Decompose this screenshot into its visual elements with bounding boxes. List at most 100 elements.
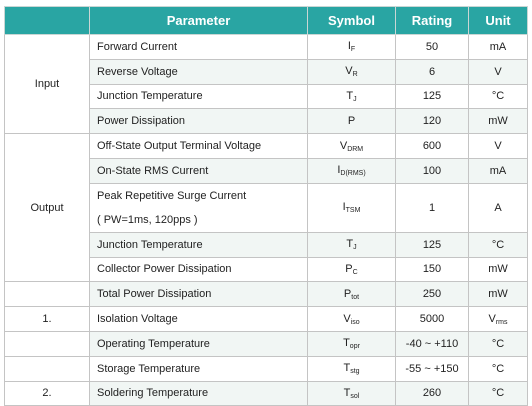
rating-cell: -55 ~ +150: [395, 355, 469, 382]
unit-cell: °C: [468, 330, 528, 357]
rating-cell: 6: [395, 58, 469, 85]
parameter-text: On-State RMS Current: [97, 164, 209, 177]
header-cell: Unit: [468, 6, 528, 35]
group-cell: [4, 281, 90, 308]
symbol-main: °C: [491, 387, 505, 400]
symbol-sub: tot: [351, 293, 360, 301]
parameter-text: Peak Repetitive Surge Current: [97, 189, 247, 202]
parameter-cell: Isolation Voltage: [89, 306, 308, 332]
table-row: 1. Isolation Voltage Viso 5000 Vrms: [4, 306, 528, 332]
parameter-text: Forward Current: [97, 40, 178, 53]
symbol-cell: ITSM: [307, 182, 396, 233]
parameter-text: ( PW=1ms, 120pps ): [97, 213, 198, 226]
symbol-main: mW: [488, 263, 508, 276]
symbol-main: mA: [489, 164, 507, 177]
unit-cell: mA: [468, 157, 528, 184]
rating-cell: 260: [395, 380, 469, 406]
rating-cell: 100: [395, 157, 469, 184]
symbol-main: °C: [491, 337, 505, 350]
symbol-cell: VR: [307, 58, 396, 85]
rating-cell: 250: [395, 281, 469, 308]
group-cell: 2.: [4, 380, 90, 406]
symbol-sub: F: [350, 46, 356, 54]
table-row: Reverse Voltage VR 6 V: [5, 58, 528, 85]
symbol-cell: Tsol: [307, 380, 396, 406]
group-cell: Input: [4, 33, 90, 135]
symbol-main: V: [343, 312, 351, 325]
parameter-cell: Power Dissipation: [89, 108, 308, 135]
symbol-cell: TJ: [307, 83, 396, 110]
symbol-sub: iso: [350, 318, 360, 326]
parameter-cell: On-State RMS Current: [89, 157, 308, 184]
parameter-cell: Collector Power Dissipation: [89, 256, 308, 283]
parameter-text: Power Dissipation: [97, 115, 186, 128]
symbol-main: mW: [488, 115, 508, 128]
parameter-cell: Reverse Voltage: [89, 58, 308, 85]
unit-cell: °C: [468, 355, 528, 382]
parameter-text: Soldering Temperature: [97, 387, 209, 400]
unit-cell: Vrms: [468, 306, 528, 332]
symbol-main: T: [343, 386, 351, 399]
rating-cell: 600: [395, 133, 469, 159]
table-row: Operating Temperature Topr -40 ~ +110 °C: [4, 330, 528, 357]
unit-cell: °C: [468, 83, 528, 110]
rating-cell: 125: [395, 83, 469, 110]
parameter-cell: Soldering Temperature: [89, 380, 308, 406]
group-cell: Output: [4, 133, 90, 283]
rating-cell: 150: [395, 256, 469, 283]
parameter-cell: Total Power Dissipation: [89, 281, 308, 308]
parameter-text: Off-State Output Terminal Voltage: [97, 140, 262, 153]
parameter-cell: Junction Temperature: [89, 231, 308, 258]
symbol-sub: J: [353, 95, 357, 103]
symbol-main: mA: [489, 40, 507, 53]
table-row: Input Forward Current IF 50 mA: [4, 33, 528, 135]
ratings-table: Parameter Symbol Rating Unit Input Forwar…: [4, 6, 528, 406]
symbol-main: V: [339, 139, 348, 152]
table-row: Collector Power Dissipation PC 150 mW: [5, 256, 528, 283]
table-row: 2. Soldering Temperature Tsol 260 °C: [4, 380, 528, 406]
symbol-main: P: [347, 115, 356, 128]
header-cell: [4, 6, 90, 35]
symbol-sub: stg: [350, 368, 360, 376]
rating-cell: -40 ~ +110: [395, 330, 469, 357]
parameter-text: Total Power Dissipation: [97, 288, 212, 301]
parameter-cell: Operating Temperature: [89, 330, 308, 357]
parameter-text: Junction Temperature: [97, 90, 203, 103]
table-row: On-State RMS Current ID(RMS) 100 mA: [5, 157, 528, 184]
symbol-sub: DRM: [347, 145, 364, 153]
symbol-sub: D(RMS): [340, 170, 366, 178]
parameter-cell: Junction Temperature: [89, 83, 308, 110]
symbol-cell: Topr: [307, 330, 396, 357]
symbol-sub: J: [353, 244, 357, 252]
symbol-cell: Viso: [307, 306, 396, 332]
symbol-main: I: [337, 164, 341, 177]
symbol-main: °C: [491, 362, 505, 375]
parameter-text: Storage Temperature: [97, 362, 201, 375]
symbol-cell: P: [307, 108, 396, 135]
header-row: Parameter Symbol Rating Unit: [4, 6, 528, 35]
symbol-cell: Ptot: [307, 281, 396, 308]
header-cell: Symbol: [307, 6, 396, 35]
symbol-sub: rms: [495, 318, 508, 326]
rating-cell: 120: [395, 108, 469, 135]
symbol-main: P: [343, 287, 352, 300]
parameter-text: Operating Temperature: [97, 337, 210, 350]
symbol-cell: IF: [307, 34, 396, 60]
table-row: Junction Temperature TJ 125 °C: [5, 231, 528, 258]
unit-cell: mW: [468, 108, 528, 135]
table-row: Power Dissipation P 120 mW: [5, 108, 528, 135]
symbol-sub: opr: [349, 343, 360, 351]
group-cell: [4, 330, 90, 357]
unit-cell: mW: [468, 281, 528, 308]
table-row: Storage Temperature Tstg -55 ~ +150 °C: [4, 355, 528, 382]
unit-cell: °C: [468, 380, 528, 406]
unit-cell: mA: [468, 34, 528, 60]
symbol-sub: TSM: [345, 207, 361, 215]
rating-cell: 125: [395, 231, 469, 258]
rating-cell: 1: [395, 182, 469, 233]
symbol-main: T: [346, 238, 354, 251]
parameter-cell: Forward Current: [89, 34, 308, 60]
table-row: Total Power Dissipation Ptot 250 mW: [4, 281, 528, 308]
parameter-text: Isolation Voltage: [97, 313, 178, 326]
